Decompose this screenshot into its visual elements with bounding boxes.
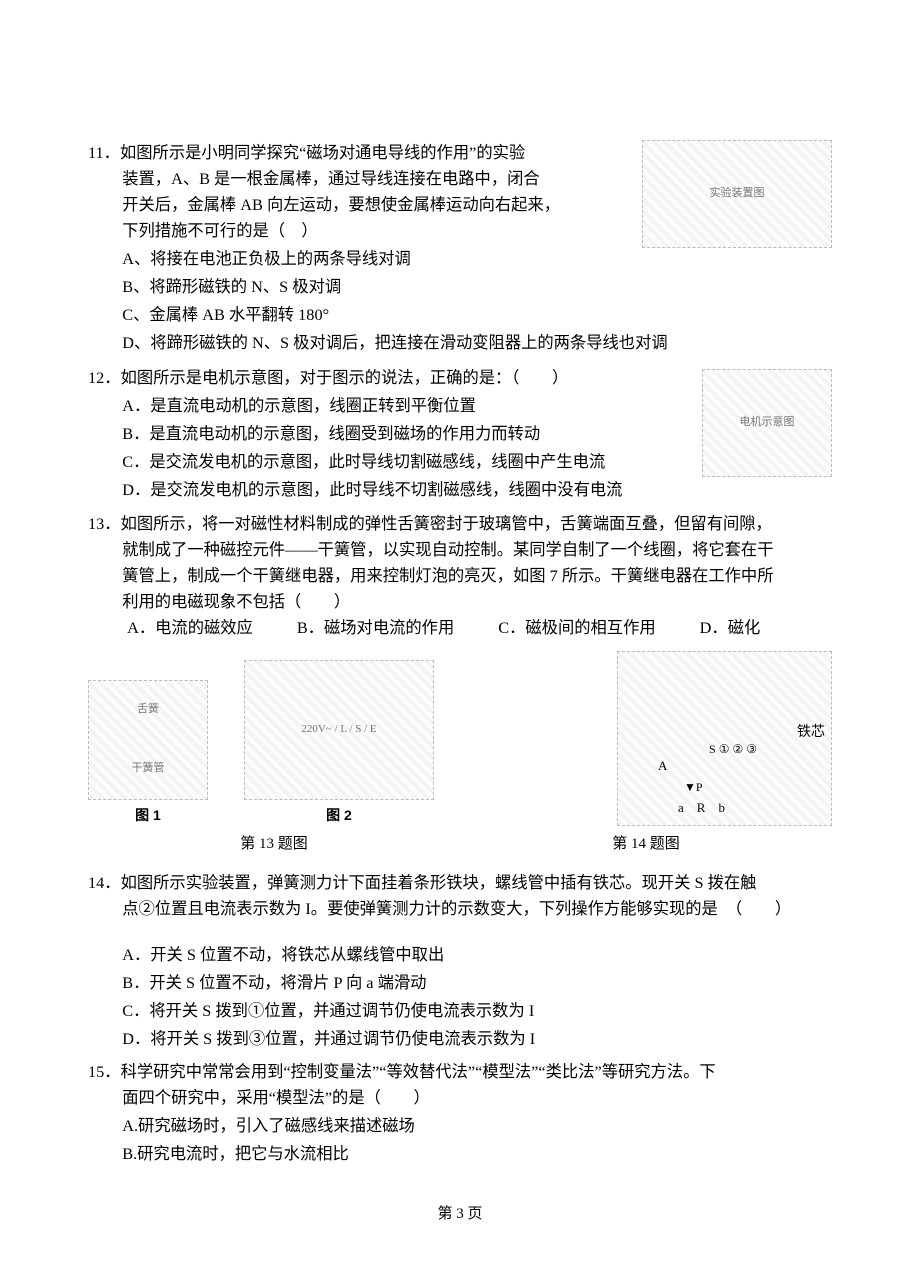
q11-option-d: D、将蹄形磁铁的 N、S 极对调后，把连接在滑动变阻器上的两条导线也对调 [88,330,832,356]
question-14: 14．如图所示实验装置，弹簧测力计下面挂着条形铁块，螺线管中插有铁芯。现开关 S… [88,870,832,1052]
q13-caption: 第 13 题图 [88,832,460,856]
q13-option-b: B．磁场对电流的作用 [297,615,454,641]
figure-row-inner: 舌簧 干簧管 图 1 220V~ / L / S / E 图 2 铁芯 a R … [88,651,832,826]
q13-fig1-label-reed: 舌簧 [137,701,159,719]
q14-spacer [88,922,832,940]
question-13: 13．如图所示，将一对磁性材料制成的弹性舌簧密封于玻璃管中，舌簧端面互叠，但留有… [88,511,832,856]
q12-figure-placeholder: 电机示意图 [702,369,832,477]
q12-stem-text: 如图所示是电机示意图，对于图示的说法，正确的是：（ ） [121,368,569,387]
q14-option-d: D．将开关 S 拨到③位置，并通过调节仍使电流表示数为 I [88,1026,832,1052]
q14-option-c: C．将开关 S 拨到①位置，并通过调节仍使电流表示数为 I [88,998,832,1024]
q13-line2: 就制成了一种磁控元件——干簧管，以实现自动控制。某同学自制了一个线圈，将它套在干 [88,537,832,563]
q13-fig1-box: 舌簧 干簧管 [88,680,208,800]
q14-text1: 如图所示实验装置，弹簧测力计下面挂着条形铁块，螺线管中插有铁芯。现开关 S 拨在… [121,873,757,892]
q13-q14-figure-row: 舌簧 干簧管 图 1 220V~ / L / S / E 图 2 铁芯 a R … [88,651,832,856]
q11-number: 11． [88,143,120,162]
q12-number: 12． [88,368,121,387]
q14-a-label: A [658,756,667,777]
page-footer: 第 3 页 [0,1202,920,1226]
page: 实验装置图 11．如图所示是小明同学探究“磁场对通电导线的作用”的实验 装置，A… [0,0,920,1274]
q13-line4: 利用的电磁现象不包括（ ） [88,589,832,615]
q12-figure: 电机示意图 [702,369,832,477]
q14-p-label: ▼P [684,778,703,797]
q13-figure-2: 220V~ / L / S / E 图 2 [244,660,434,826]
q14-caption: 第 14 题图 [460,832,832,856]
q14-line1: 14．如图所示实验装置，弹簧测力计下面挂着条形铁块，螺线管中插有铁芯。现开关 S… [88,870,832,896]
figure-captions: 第 13 题图 第 14 题图 [88,832,832,856]
question-11: 实验装置图 11．如图所示是小明同学探究“磁场对通电导线的作用”的实验 装置，A… [88,140,832,359]
q11-option-c: C、金属棒 AB 水平翻转 180° [88,302,832,328]
q13-option-d: D．磁化 [700,615,761,641]
q13-fig1-label-tube: 干簧管 [132,760,165,778]
q13-line1: 13．如图所示，将一对磁性材料制成的弹性舌簧密封于玻璃管中，舌簧端面互叠，但留有… [88,511,832,537]
q15-number: 15． [88,1062,121,1081]
q14-figure: 铁芯 a R b A ▼P S ① ② ③ [617,651,832,826]
q13-fig1-caption: 图 1 [88,804,208,826]
q13-figure-1: 舌簧 干簧管 图 1 [88,680,208,826]
q11-text1: 如图所示是小明同学探究“磁场对通电导线的作用”的实验 [120,143,525,162]
q15-line2: 面四个研究中，采用“模型法”的是（ ） [88,1085,832,1111]
q13-options-row: A．电流的磁效应 B．磁场对电流的作用 C．磁极间的相互作用 D．磁化 [88,615,832,641]
question-12: 电机示意图 12．如图所示是电机示意图，对于图示的说法，正确的是：（ ） A．是… [88,365,832,505]
q13-figure-group: 舌簧 干簧管 图 1 220V~ / L / S / E 图 2 [88,660,434,826]
q11-figure: 实验装置图 [642,140,832,248]
q14-fig-box: 铁芯 a R b A ▼P S ① ② ③ [617,651,832,826]
q13-option-a: A．电流的磁效应 [127,615,253,641]
q14-iron-core-label: 铁芯 [797,722,825,744]
q14-line2: 点②位置且电流表示数为 I。要使弹簧测力计的示数变大，下列操作方能够实现的是 （… [88,896,832,922]
q11-option-b: B、将蹄形磁铁的 N、S 极对调 [88,274,832,300]
q14-option-a: A．开关 S 位置不动，将铁芯从螺线管中取出 [88,942,832,968]
q14-s-label: S ① ② ③ [709,740,757,759]
q13-option-c: C．磁极间的相互作用 [498,615,655,641]
q15-option-b: B.研究电流时，把它与水流相比 [88,1141,832,1167]
q14-number: 14． [88,873,121,892]
q12-option-d: D．是交流发电机的示意图，此时导线不切割磁感线，线圈中没有电流 [88,477,832,503]
q14-r-label: a R b [678,798,725,819]
q13-fig2-box: 220V~ / L / S / E [244,660,434,800]
q15-text1: 科学研究中常常会用到“控制变量法”“等效替代法”“模型法”“类比法”等研究方法。… [121,1062,716,1081]
q13-text1: 如图所示，将一对磁性材料制成的弹性舌簧密封于玻璃管中，舌簧端面互叠，但留有间隙， [121,514,772,533]
q14-option-b: B．开关 S 位置不动，将滑片 P 向 a 端滑动 [88,970,832,996]
q15-option-a: A.研究磁场时，引入了磁感线来描述磁场 [88,1113,832,1139]
q11-figure-placeholder: 实验装置图 [642,140,832,248]
q13-line3: 簧管上，制成一个干簧继电器，用来控制灯泡的亮灭，如图 7 所示。干簧继电器在工作… [88,563,832,589]
question-15: 15．科学研究中常常会用到“控制变量法”“等效替代法”“模型法”“类比法”等研究… [88,1059,832,1167]
q13-number: 13． [88,514,121,533]
q13-fig2-caption: 图 2 [244,804,434,826]
q15-line1: 15．科学研究中常常会用到“控制变量法”“等效替代法”“模型法”“类比法”等研究… [88,1059,832,1085]
q11-option-a: A、将接在电池正负极上的两条导线对调 [88,246,832,272]
